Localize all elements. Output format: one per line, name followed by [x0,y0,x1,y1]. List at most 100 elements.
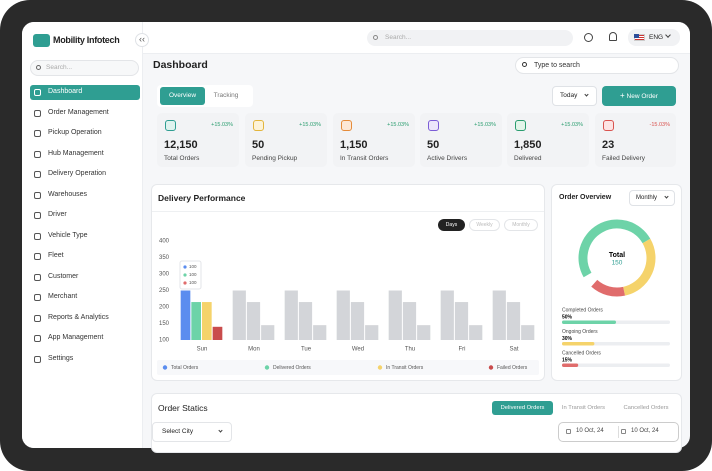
period-select[interactable]: Monthly [629,190,675,206]
menu-item[interactable]: Hub Management [30,147,140,162]
menu-label: Fleet [48,252,64,259]
sidebar-search[interactable] [30,60,139,76]
delivery-panel [151,184,545,381]
section-title: Order Statics [158,403,208,413]
button-label: New Order [626,93,658,100]
menu-label: App Management [48,334,104,341]
menu-icon [34,171,41,178]
menu-item[interactable]: Vehicle Type [30,229,140,244]
stat-value: 12,150 [164,139,198,151]
menu-icon [34,294,41,301]
city-select[interactable]: Select City [152,422,232,442]
panel-divider [152,211,544,212]
stat-value: 50 [252,139,265,151]
flag-canton [634,34,639,38]
bell-icon[interactable] [609,32,617,41]
menu-icon [34,212,41,219]
top-search-text: Search... [385,34,412,41]
menu-label: Hub Management [48,149,104,157]
stat-card: -15.03% 23 Failed Delivery [595,113,676,167]
stat-label: Total Orders [164,155,200,162]
stat-change: +15.03% [474,122,496,128]
collapse-button[interactable]: ‹‹ [135,33,149,47]
top-search[interactable] [367,30,573,46]
search-icon [373,35,378,40]
menu-item[interactable]: Warehouses [30,188,140,203]
menu-icon [34,253,41,260]
stat-icon [515,120,526,131]
period-button[interactable]: Monthly [504,219,538,231]
menu-label: Driver [48,211,67,218]
menu-label: Merchant [48,293,78,300]
page-search-text: Type to search [534,62,580,69]
tab[interactable]: Overview [160,87,205,105]
menu-item[interactable]: Order Management [30,106,140,121]
calendar-icon [621,429,626,434]
period-button[interactable]: Days [438,219,465,231]
calendar-icon [566,429,571,434]
menu-icon [34,130,41,137]
page-search[interactable] [515,57,679,74]
menu-label: Vehicle Type [48,231,88,239]
menu-label: Order Management [48,108,109,116]
stat-label: Active Drivers [427,155,468,162]
stat-change: +15.03% [561,122,583,128]
menu-label: Delivery Operation [48,170,106,177]
range-select[interactable]: Today [552,86,597,106]
chart-title: Delivery Performance [158,193,246,203]
new-order-button[interactable]: + New Order [602,86,676,106]
menu-label: Reports & Analytics [48,313,109,321]
stat-icon [428,120,439,131]
statics-tab[interactable]: Cancelled Orders [623,405,669,411]
statics-tab[interactable]: Delivered Orders [492,401,553,415]
menu-item[interactable]: Settings [30,352,140,367]
stat-icon [341,120,352,131]
menu-icon [34,314,41,322]
menu-item[interactable]: Reports & Analytics [30,311,140,326]
date-divider [618,426,619,438]
menu-item[interactable]: App Management [30,331,140,346]
logo-icon [33,34,50,47]
stat-card: +15.03% 12,150 Total Orders [157,113,239,167]
menu-icon [34,355,41,363]
stat-label: Pending Pickup [252,155,298,162]
stat-card: +15.03% 50 Pending Pickup [245,113,327,167]
sync-icon[interactable] [584,33,593,42]
menu-label: Settings [48,354,74,362]
stat-card: +15.03% 50 Active Drivers [420,113,502,167]
statics-tab[interactable]: In Transit Orders [561,405,606,411]
stat-value: 50 [427,139,440,151]
menu-icon [34,232,41,240]
plus-icon: + [620,91,625,100]
menu-item[interactable]: Dashboard [30,85,140,100]
tab[interactable]: Tracking [213,92,239,99]
menu-item[interactable]: Customer [30,270,140,285]
stat-value: 23 [602,139,615,151]
stat-value: 1,150 [340,139,368,151]
menu-label: Warehouses [48,190,88,198]
date: 10 Oct, 24 [631,428,659,434]
menu-item[interactable]: Fleet [30,249,140,264]
stat-icon [603,120,614,131]
brand: Mobility Infotech [53,35,120,45]
menu-icon [34,109,41,117]
menu-item[interactable]: Delivery Operation [30,167,140,182]
menu-item[interactable]: Driver [30,208,140,223]
date: 10 Oct, 24 [576,428,604,434]
stat-change: +15.03% [299,122,321,128]
chart-title: Order Overview [559,194,612,201]
stat-card: +15.03% 1,150 In Transit Orders [333,113,415,167]
menu-item[interactable]: Pickup Operation [30,126,140,141]
menu-icon [34,273,41,281]
stat-label: Failed Delivery [602,155,645,162]
menu-label: Pickup Operation [48,129,102,136]
menu-item[interactable]: Merchant [30,290,140,305]
search-icon [522,62,527,67]
language-select[interactable] [628,29,680,46]
overview-panel [551,184,682,381]
menu-icon [34,335,41,342]
stat-change: -15.03% [649,122,671,128]
stat-card: +15.03% 1,850 Delivered [507,113,589,167]
menu-label: Dashboard [48,88,83,95]
period-button[interactable]: Weekly [469,219,500,231]
